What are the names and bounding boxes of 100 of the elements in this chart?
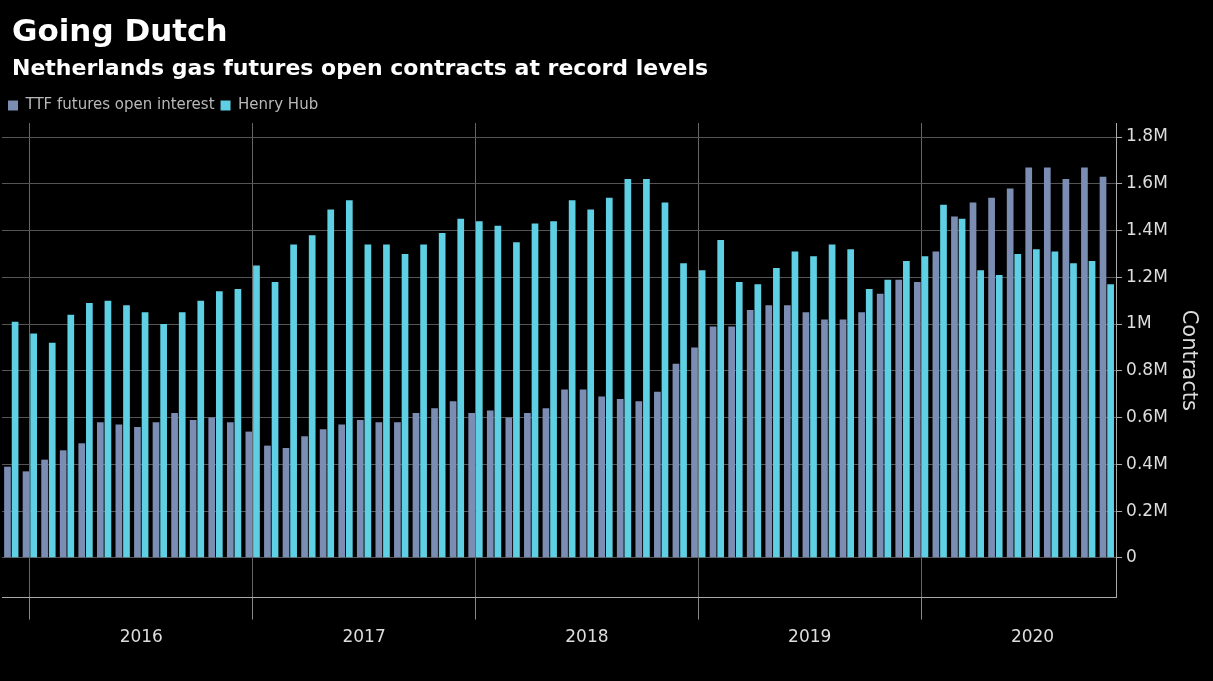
bar bbox=[951, 216, 958, 558]
bar bbox=[152, 422, 160, 558]
bar bbox=[1014, 253, 1022, 558]
bar bbox=[171, 412, 178, 558]
bar bbox=[134, 426, 141, 558]
bar bbox=[41, 459, 48, 558]
bar bbox=[78, 443, 86, 558]
bar bbox=[420, 244, 427, 558]
bar bbox=[178, 312, 186, 558]
y-tick-label: 0 bbox=[1126, 546, 1137, 567]
bar bbox=[940, 204, 947, 558]
bar bbox=[123, 305, 130, 558]
bar bbox=[895, 279, 903, 558]
bar bbox=[568, 200, 576, 558]
bar bbox=[977, 270, 984, 558]
y-tick-label: 0.2M bbox=[1126, 499, 1168, 520]
bar bbox=[643, 179, 650, 558]
bar bbox=[375, 422, 383, 558]
bar bbox=[290, 244, 297, 558]
bar bbox=[1070, 263, 1077, 558]
bar bbox=[921, 256, 929, 558]
bar bbox=[189, 419, 197, 558]
x-tick-label: 2020 bbox=[1010, 626, 1055, 647]
bar bbox=[327, 209, 335, 558]
bar bbox=[215, 291, 223, 558]
bar bbox=[383, 244, 390, 558]
bar bbox=[550, 221, 557, 558]
bar bbox=[22, 471, 30, 558]
bar bbox=[810, 256, 817, 558]
bar bbox=[308, 235, 316, 558]
bar bbox=[858, 312, 865, 558]
bar bbox=[884, 279, 892, 558]
bar bbox=[1025, 167, 1033, 558]
bar bbox=[698, 270, 706, 558]
bar bbox=[30, 333, 38, 558]
bar bbox=[691, 347, 698, 558]
bar bbox=[876, 293, 884, 558]
bar bbox=[468, 412, 476, 558]
bar bbox=[438, 232, 446, 558]
bar bbox=[913, 281, 921, 558]
bar bbox=[709, 326, 717, 558]
bar bbox=[524, 412, 531, 558]
bar bbox=[821, 319, 828, 558]
bar bbox=[661, 202, 669, 558]
bar bbox=[264, 445, 271, 558]
bar bbox=[48, 342, 56, 558]
bar bbox=[1006, 188, 1014, 558]
bar bbox=[988, 197, 995, 558]
bar bbox=[86, 303, 93, 558]
bar bbox=[513, 242, 520, 558]
bar bbox=[865, 288, 873, 558]
bar bbox=[457, 218, 465, 558]
bar bbox=[338, 424, 346, 558]
bar bbox=[1033, 249, 1040, 558]
y-tick-label: 0.6M bbox=[1126, 406, 1168, 426]
bar bbox=[784, 305, 791, 558]
legend-label: TTF futures open interest bbox=[24, 95, 215, 114]
bar bbox=[839, 319, 847, 558]
bar bbox=[345, 200, 353, 558]
bar bbox=[717, 239, 725, 558]
bar bbox=[765, 305, 773, 558]
bar bbox=[431, 408, 438, 558]
bar bbox=[969, 202, 977, 558]
x-tick-label: 2017 bbox=[342, 626, 386, 647]
bar bbox=[802, 312, 810, 558]
bar bbox=[598, 396, 606, 558]
bar bbox=[160, 324, 167, 558]
chart-subtitle: Netherlands gas futures open contracts at record levels bbox=[12, 55, 709, 80]
y-tick-label: 0.8M bbox=[1126, 359, 1168, 380]
bar bbox=[356, 419, 364, 558]
bar bbox=[1043, 167, 1051, 558]
bar bbox=[197, 300, 205, 558]
y-tick-label: 1.2M bbox=[1126, 265, 1168, 286]
y-tick-label: 0.4M bbox=[1126, 452, 1168, 473]
bar bbox=[301, 436, 308, 558]
bar bbox=[253, 265, 260, 558]
y-tick-label: 1M bbox=[1126, 312, 1152, 333]
bar bbox=[847, 249, 855, 558]
chart-title: Going Dutch bbox=[12, 12, 228, 48]
x-tick-label: 2019 bbox=[788, 626, 832, 647]
bar bbox=[67, 314, 75, 558]
bar bbox=[486, 410, 494, 558]
bar bbox=[59, 450, 67, 558]
bar bbox=[754, 284, 762, 558]
bar bbox=[746, 310, 754, 558]
bar bbox=[605, 197, 613, 558]
bar bbox=[1062, 179, 1070, 558]
bar bbox=[654, 391, 661, 558]
bar bbox=[141, 312, 149, 558]
bar bbox=[226, 422, 234, 558]
y-tick-label: 1.4M bbox=[1126, 218, 1168, 239]
y-tick-label: 1.8M bbox=[1126, 125, 1168, 146]
bar bbox=[616, 398, 624, 558]
bar bbox=[773, 267, 780, 558]
bar bbox=[319, 429, 327, 558]
bar bbox=[4, 466, 11, 558]
legend-label: Henry Hub bbox=[238, 95, 319, 114]
bar bbox=[208, 417, 216, 558]
bar bbox=[624, 179, 632, 558]
x-tick-label: 2016 bbox=[119, 626, 163, 647]
